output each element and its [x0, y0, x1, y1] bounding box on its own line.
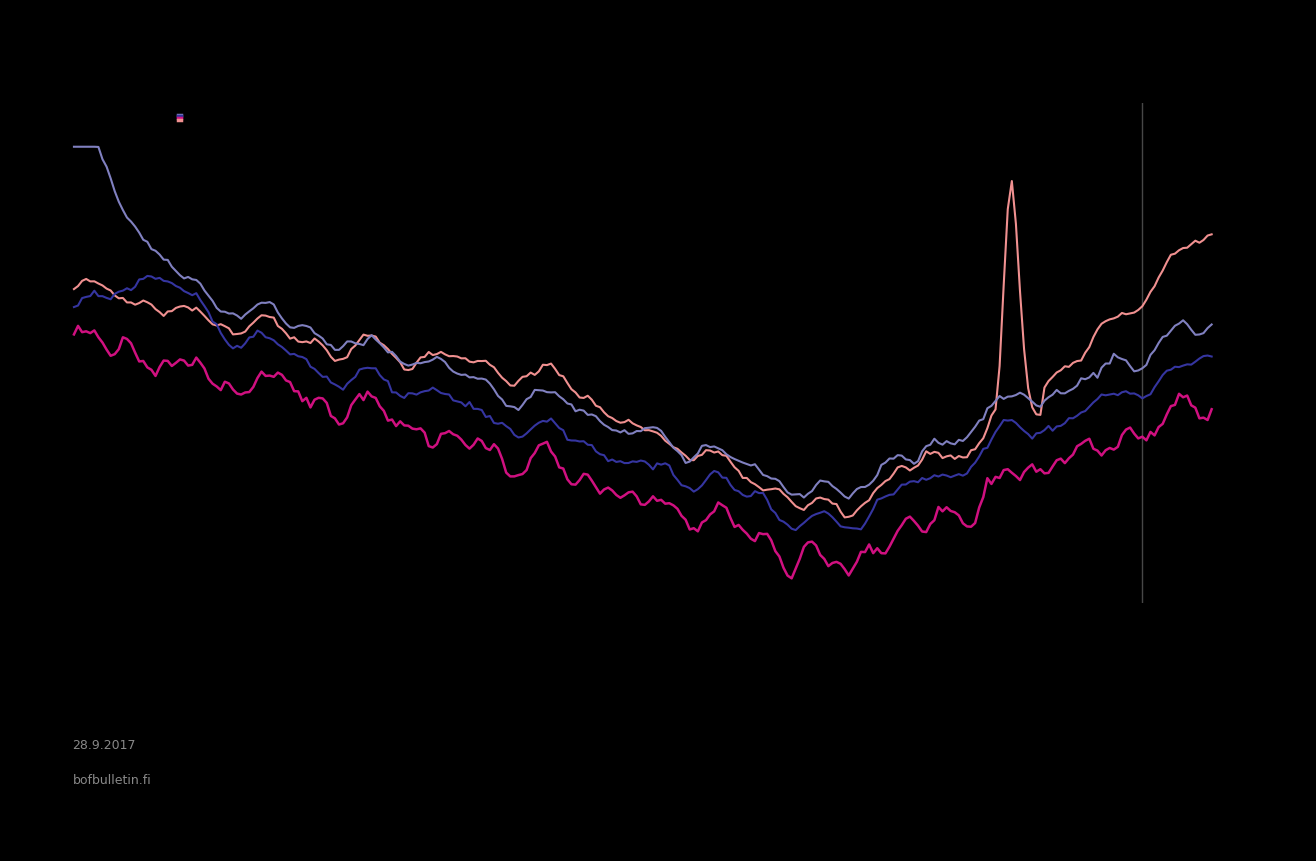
Text: bofbulletin.fi: bofbulletin.fi [72, 773, 151, 786]
Text: 28.9.2017: 28.9.2017 [72, 739, 136, 752]
Legend: , , , : , , , [179, 114, 182, 121]
